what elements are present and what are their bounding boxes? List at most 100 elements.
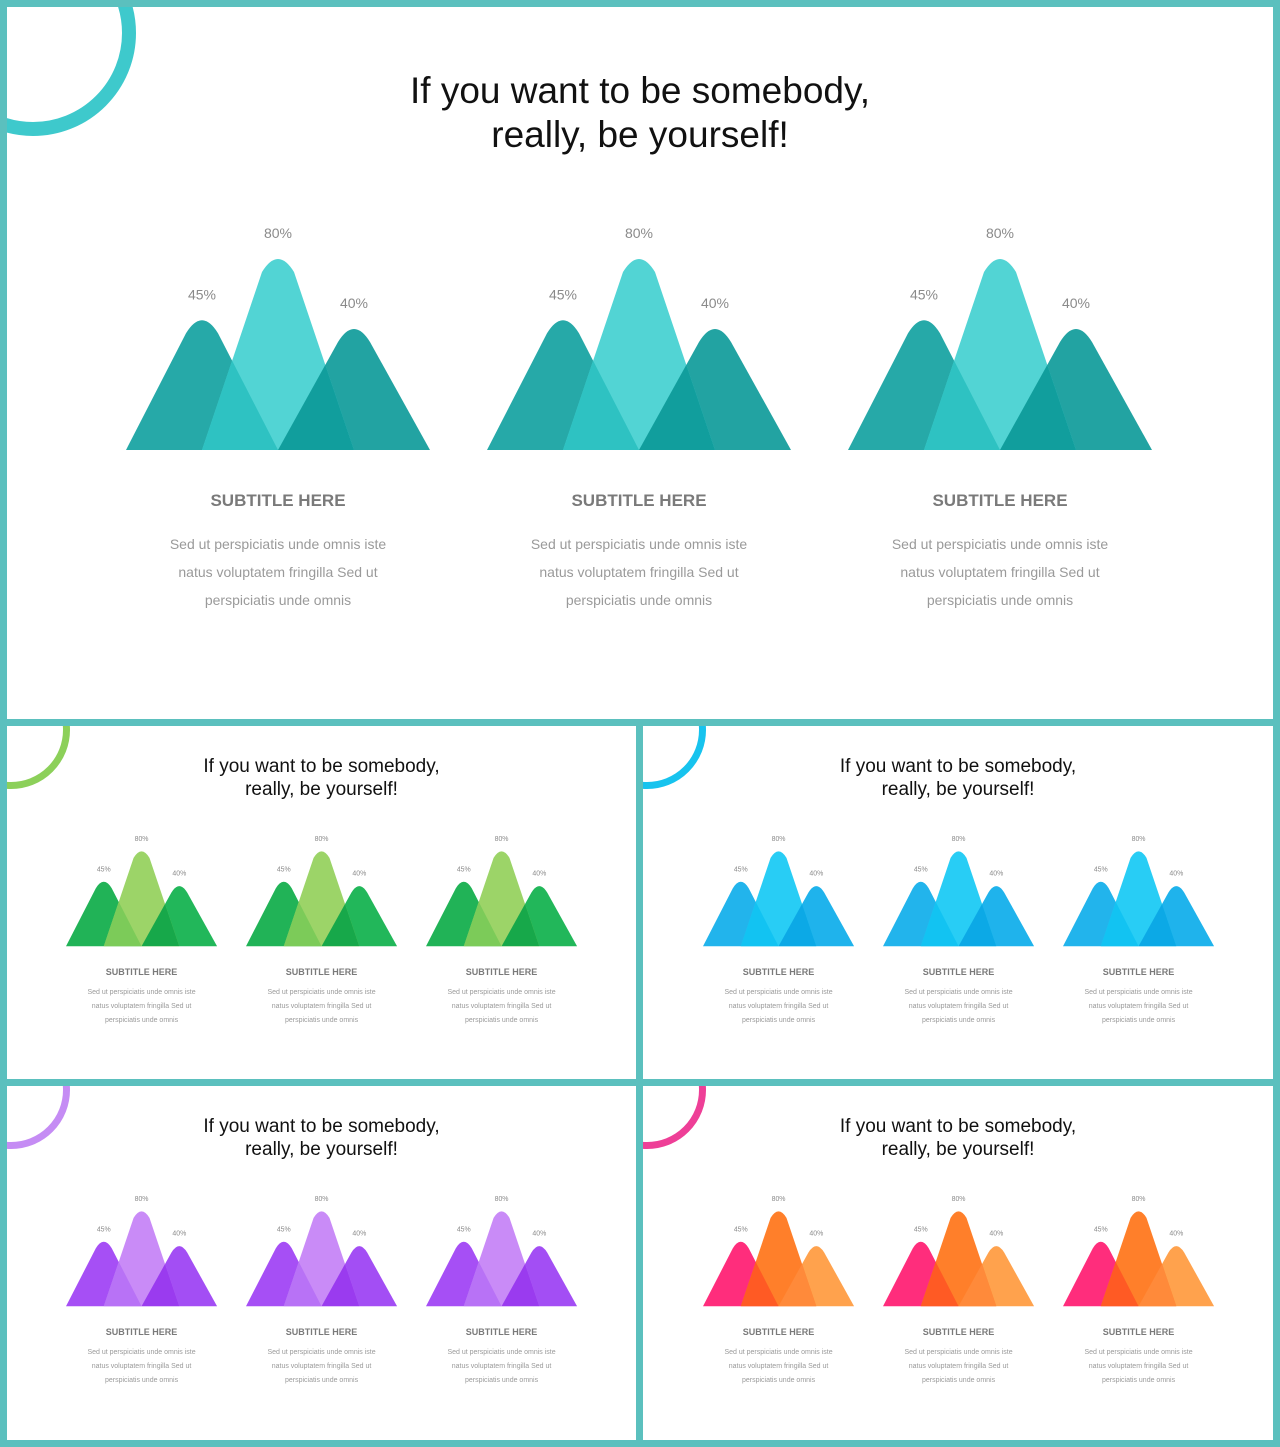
- peak-overlap-left: [740, 881, 779, 947]
- slide-title: If you want to be somebody, really, be yo…: [643, 756, 1273, 802]
- peak-value-label: 40%: [989, 1231, 1003, 1238]
- slide-title: If you want to be somebody, really, be yo…: [7, 69, 1273, 158]
- mountain-chart: 45% 80% 40%: [246, 836, 398, 947]
- mountain-chart: 45% 80% 40%: [246, 1196, 398, 1307]
- peak-value-label: 80%: [495, 1196, 509, 1203]
- peak-value-label: 40%: [172, 1231, 186, 1238]
- body-line-3: perspiciatis unde omnis: [104, 1377, 179, 1385]
- mountain-panel: 45% 80% 40% SUBTITLE HERE Sed ut perspiciati…: [1063, 1188, 1215, 1388]
- peak-value-label: 80%: [772, 836, 786, 843]
- peak-overlap-right: [321, 886, 360, 947]
- mountain-panel: 45% 80% 40% SUBTITLE HERE Sed ut perspiciati…: [883, 1188, 1035, 1388]
- body-line-1: Sed ut perspiciatis unde omnis iste: [447, 989, 556, 997]
- panel-subtitle: SUBTITLE HERE: [285, 966, 358, 977]
- panel-subtitle: SUBTITLE HERE: [1102, 966, 1175, 977]
- panel-subtitle: SUBTITLE HERE: [922, 1326, 995, 1337]
- body-line-3: perspiciatis unde omnis: [741, 1017, 816, 1025]
- peak-value-label: 80%: [772, 1196, 786, 1203]
- peak-overlap-right: [958, 1246, 997, 1307]
- slide-main: If you want to be somebody, really, be yo…: [7, 7, 1273, 719]
- peak-value-label: 45%: [188, 286, 216, 302]
- panel-subtitle: SUBTITLE HERE: [571, 491, 707, 510]
- peak-overlap-left: [283, 881, 322, 947]
- peak-value-label: 45%: [277, 866, 291, 873]
- title-line-1: If you want to be somebody,: [839, 1116, 1077, 1137]
- body-line-1: Sed ut perspiciatis unde omnis iste: [169, 536, 387, 552]
- body-line-3: perspiciatis unde omnis: [1101, 1377, 1176, 1385]
- peak-overlap-left: [1100, 1241, 1139, 1307]
- title-line-1: If you want to be somebody,: [203, 1116, 440, 1137]
- peak-value-label: 80%: [952, 836, 966, 843]
- body-line-1: Sed ut perspiciatis unde omnis iste: [904, 1349, 1013, 1357]
- peak-overlap-left: [924, 320, 1000, 450]
- body-line-3: perspiciatis unde omnis: [921, 1377, 996, 1385]
- peak-value-label: 45%: [914, 866, 928, 873]
- peak-value-label: 40%: [1169, 871, 1183, 878]
- mountain-chart: 45% 80% 40%: [1063, 836, 1215, 947]
- peak-value-label: 40%: [340, 295, 368, 311]
- panel-body-text: Sed ut perspiciatis unde omnis iste natus…: [246, 986, 397, 1028]
- peak-value-label: 45%: [1094, 1226, 1108, 1233]
- peak-value-label: 40%: [352, 871, 366, 878]
- title-line-1: If you want to be somebody,: [203, 756, 440, 777]
- panel-subtitle: SUBTITLE HERE: [105, 966, 178, 977]
- panel-body-text: Sed ut perspiciatis unde omnis iste natus…: [126, 530, 430, 614]
- peak-overlap-left: [283, 1241, 322, 1307]
- peak-value-label: 40%: [1169, 1231, 1183, 1238]
- body-line-1: Sed ut perspiciatis unde omnis iste: [87, 1349, 196, 1357]
- body-line-1: Sed ut perspiciatis unde omnis iste: [267, 1349, 376, 1357]
- peak-overlap-right: [778, 1246, 817, 1307]
- panel-subtitle: SUBTITLE HERE: [742, 1326, 815, 1337]
- peak-value-label: 40%: [989, 871, 1003, 878]
- body-line-2: natus voluptatem fringilla Sed ut: [728, 1003, 829, 1011]
- peak-value-label: 40%: [532, 1231, 546, 1238]
- mountain-chart: 45% 80% 40%: [66, 1196, 218, 1307]
- panel-body-text: Sed ut perspiciatis unde omnis iste natus…: [426, 1346, 577, 1388]
- slide-orange: If you want to be somebody, really, be yo…: [643, 1086, 1273, 1440]
- panel-body-text: Sed ut perspiciatis unde omnis iste natus…: [883, 1346, 1034, 1388]
- peak-overlap-left: [1100, 881, 1139, 947]
- body-line-2: natus voluptatem fringilla Sed ut: [271, 1363, 372, 1371]
- peak-value-label: 80%: [135, 1196, 149, 1203]
- mountain-panel: 45% 80% 40% SUBTITLE HERE Sed ut perspiciati…: [883, 828, 1035, 1027]
- peak-value-label: 40%: [701, 295, 729, 311]
- body-line-2: natus voluptatem fringilla Sed ut: [900, 564, 1100, 580]
- peak-overlap-right: [1138, 1246, 1177, 1307]
- mountain-chart: 45% 80% 40%: [1063, 1196, 1215, 1307]
- body-line-2: natus voluptatem fringilla Sed ut: [451, 1003, 552, 1011]
- panel-subtitle: SUBTITLE HERE: [210, 491, 346, 510]
- peak-overlap-left: [463, 1241, 502, 1307]
- peak-overlap-right: [1000, 329, 1076, 450]
- peak-value-label: 45%: [277, 1226, 291, 1233]
- peak-value-label: 45%: [97, 866, 111, 873]
- mountain-panel: 45% 80% 40% SUBTITLE HERE Sed ut perspiciati…: [487, 212, 791, 612]
- slide-title: If you want to be somebody, really, be yo…: [7, 756, 636, 802]
- peak-overlap-left: [103, 881, 142, 947]
- mountain-panel: 45% 80% 40% SUBTITLE HERE Sed ut perspiciati…: [246, 828, 398, 1028]
- slide-title: If you want to be somebody, really, be yo…: [7, 1116, 636, 1162]
- body-line-2: natus voluptatem fringilla Sed ut: [271, 1003, 372, 1011]
- peak-value-label: 40%: [532, 871, 546, 878]
- body-line-3: perspiciatis unde omnis: [464, 1377, 539, 1385]
- peak-value-label: 45%: [914, 1226, 928, 1233]
- panel-body-text: Sed ut perspiciatis unde omnis iste natus…: [703, 1346, 854, 1388]
- body-line-1: Sed ut perspiciatis unde omnis iste: [447, 1349, 556, 1357]
- title-line-2: really, be yourself!: [491, 114, 789, 156]
- body-line-3: perspiciatis unde omnis: [464, 1017, 539, 1025]
- panel-body-text: Sed ut perspiciatis unde omnis iste natus…: [66, 1346, 217, 1388]
- panel-body-text: Sed ut perspiciatis unde omnis iste natus…: [1063, 986, 1214, 1028]
- peak-overlap-left: [920, 881, 959, 947]
- title-line-2: really, be yourself!: [245, 778, 398, 800]
- peak-overlap-left: [563, 320, 639, 450]
- mountain-chart: 45% 80% 40%: [126, 225, 430, 450]
- mountain-chart: 45% 80% 40%: [426, 836, 578, 947]
- panel-subtitle: SUBTITLE HERE: [285, 1326, 358, 1337]
- mountain-panel: 45% 80% 40% SUBTITLE HERE Sed ut perspiciati…: [703, 828, 855, 1027]
- body-line-1: Sed ut perspiciatis unde omnis iste: [891, 536, 1109, 552]
- panel-subtitle: SUBTITLE HERE: [1102, 1326, 1175, 1337]
- slide-purple: If you want to be somebody, really, be yo…: [7, 1086, 636, 1440]
- panel-subtitle: SUBTITLE HERE: [922, 966, 995, 977]
- body-line-2: natus voluptatem fringilla Sed ut: [1088, 1363, 1189, 1371]
- panel-body-text: Sed ut perspiciatis unde omnis iste natus…: [1063, 1346, 1214, 1388]
- peak-value-label: 40%: [352, 1231, 366, 1238]
